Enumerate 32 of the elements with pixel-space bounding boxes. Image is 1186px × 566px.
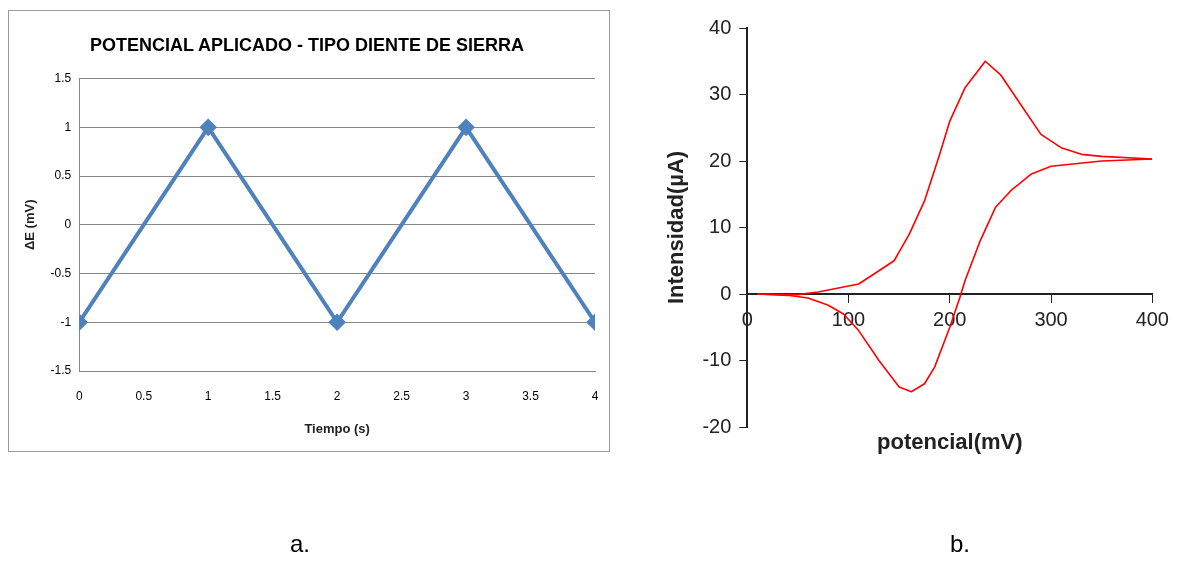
x-tick-label: 400 — [1135, 307, 1169, 330]
x-axis-title: Tiempo (s) — [304, 420, 370, 436]
y-axis-title: Intensidad(µA) — [663, 150, 689, 305]
x-tick-label: 0.5 — [135, 388, 153, 403]
x-tick-label: 0 — [75, 388, 83, 403]
y-tick-label: -1 — [60, 314, 72, 329]
y-tick-label: 40 — [709, 15, 732, 38]
y-tick-label: 0 — [720, 281, 732, 304]
y-tick-label: -1.5 — [50, 363, 72, 378]
y-tick-label: -0.5 — [50, 265, 72, 280]
x-tick-label: 2 — [333, 388, 341, 403]
y-tick-label: 1.5 — [54, 70, 72, 85]
y-tick-label: 30 — [709, 82, 732, 105]
y-tick-label: 10 — [709, 215, 732, 238]
text: b. — [950, 530, 971, 558]
x-tick-label: 300 — [1034, 307, 1068, 330]
x-tick-label: 3.5 — [522, 388, 540, 403]
y-tick-label: -20 — [702, 414, 732, 437]
text: a. — [290, 530, 311, 558]
x-tick-label: 1 — [204, 388, 212, 403]
y-tick-label: -10 — [702, 348, 732, 371]
y-tick-label: 20 — [709, 148, 732, 171]
x-tick-label: 4 — [591, 388, 599, 403]
chart-title: POTENCIAL APLICADO - TIPO DIENTE DE SIERRA — [89, 34, 525, 55]
y-tick-label: 1 — [64, 119, 72, 134]
y-axis-title: ΔE (mV) — [22, 199, 38, 251]
y-tick-label: 0.5 — [54, 168, 72, 183]
y-tick-label: 0 — [64, 217, 72, 232]
x-tick-label: 2.5 — [393, 388, 411, 403]
x-tick-label: 1.5 — [264, 388, 282, 403]
x-axis-title: potencial(mV) — [877, 429, 1023, 455]
x-tick-label: 3 — [462, 388, 470, 403]
